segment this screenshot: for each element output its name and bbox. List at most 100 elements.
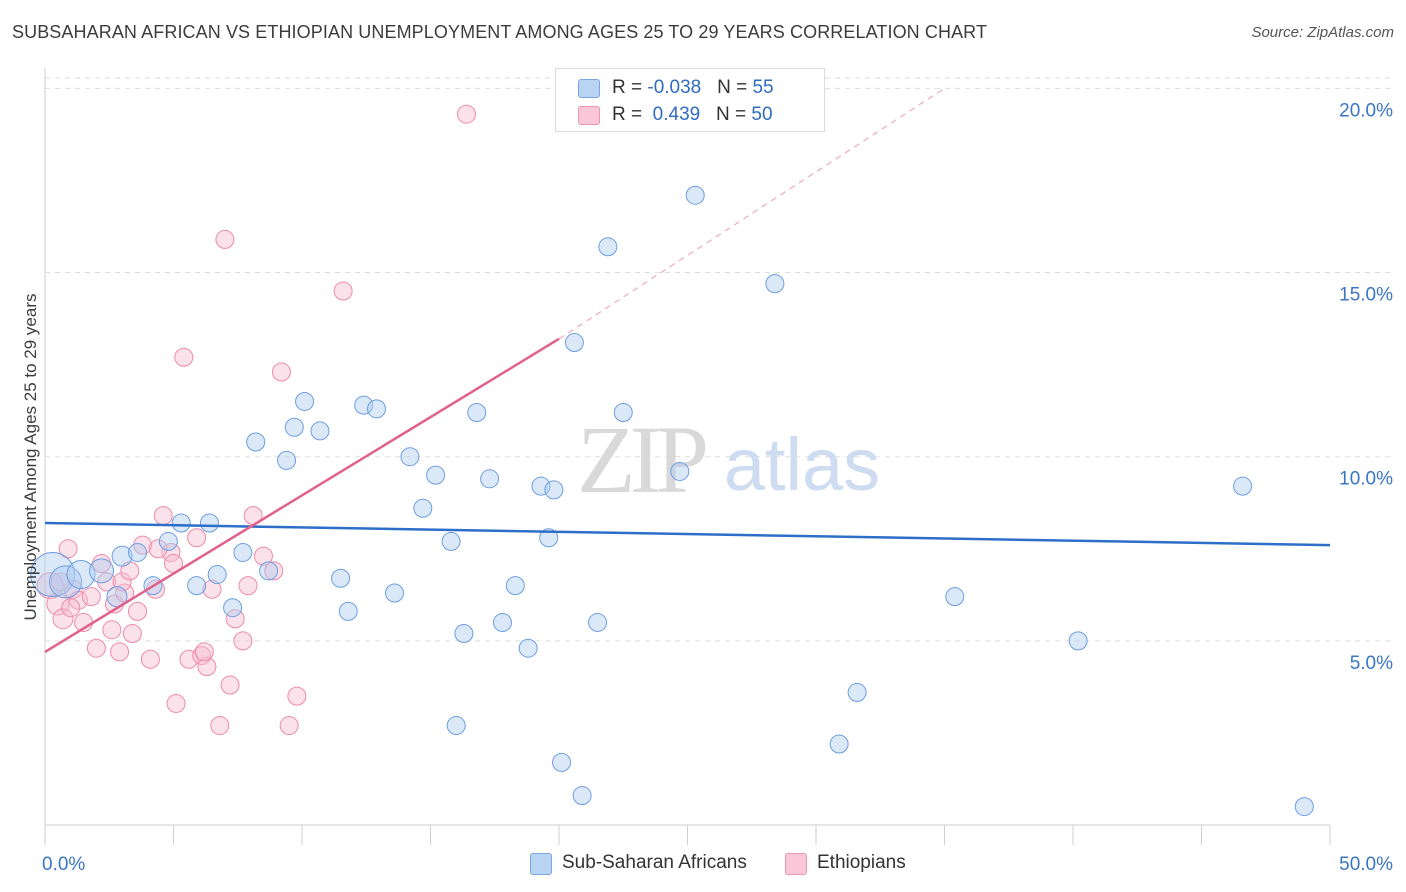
subsaharan-point-38: [544, 480, 564, 500]
watermark: ZIP atlas: [577, 406, 880, 513]
ethiopians-point-49: [102, 620, 122, 640]
ethiopians-point-30: [220, 675, 240, 695]
subsaharan-point-27: [413, 498, 433, 518]
ethiopians-point-2: [52, 608, 74, 630]
source-label: Source: ZipAtlas.com: [1251, 24, 1394, 41]
subsaharan-point-44: [598, 237, 618, 257]
subsaharan-point-1: [49, 565, 83, 599]
ethiopians-point-25: [192, 646, 212, 666]
ethiopians-trend-line: [44, 337, 560, 653]
ethiopians-point-33: [238, 576, 258, 596]
ethiopians-point-12: [110, 642, 130, 662]
subsaharan-point-9: [171, 513, 191, 533]
subsaharan-point-54: [1294, 797, 1314, 817]
chart-title: SUBSAHARAN AFRICAN VS ETHIOPIAN UNEMPLOY…: [12, 22, 988, 42]
ethiopians-point-1: [46, 592, 70, 616]
ethiopians-point-26: [197, 657, 217, 677]
subsaharan-point-33: [480, 469, 500, 489]
ethiopians-point-39: [287, 686, 307, 706]
subsaharan-point-0: [30, 552, 76, 598]
subsaharan-point-17: [277, 450, 297, 470]
subsaharan-point-6: [128, 542, 148, 562]
ethiopians-point-23: [179, 649, 199, 669]
trend-lines: [44, 87, 1331, 653]
legend-n-value-blue: 55: [752, 77, 774, 98]
ethiopians-point-38: [279, 716, 299, 736]
ethiopians-point-27: [202, 579, 222, 599]
subsaharan-point-50: [829, 734, 849, 754]
x-tick-label-0: 0.0%: [42, 854, 85, 875]
subsaharan-point-28: [426, 465, 446, 485]
subsaharan-point-48: [765, 274, 785, 294]
ethiopians-point-20: [161, 542, 181, 562]
legend-n-label-pink: N =: [716, 104, 752, 125]
y-axis-label: Unemployment Among Ages 25 to 29 years: [21, 294, 40, 621]
legend-r-label-pink: R =: [612, 104, 648, 125]
bottom-swatch-pink: [785, 853, 807, 875]
subsaharan-point-52: [1068, 631, 1088, 651]
legend-n-label-blue: N =: [717, 77, 753, 98]
ethiopians-point-43: [61, 598, 81, 618]
subsaharan-point-49: [847, 682, 867, 702]
subsaharan-point-15: [246, 432, 266, 452]
legend-swatch-pink: [578, 106, 600, 125]
bottom-swatch-blue: [530, 853, 552, 875]
ethiopians-point-7: [81, 587, 101, 607]
subsaharan-point-10: [187, 576, 207, 596]
subsaharan-point-46: [670, 461, 690, 481]
subsaharan-point-5: [111, 545, 133, 567]
y-tick-label-1: 10.0%: [1339, 469, 1393, 490]
ethiopians-point-37: [271, 362, 291, 382]
ethiopians-point-22: [174, 347, 194, 367]
ethiopians-point-32: [233, 631, 253, 651]
ethiopians-point-24: [187, 528, 207, 548]
subsaharan-point-51: [945, 587, 965, 607]
ethiopians-point-21: [166, 693, 186, 713]
ethiopians-point-36: [264, 561, 284, 581]
watermark-atlas: atlas: [724, 423, 880, 506]
legend-n-value-pink: 50: [751, 104, 773, 125]
subsaharan-point-22: [338, 601, 358, 621]
subsaharan-point-36: [518, 638, 538, 658]
watermark-zip: ZIP: [577, 406, 706, 513]
subsaharan-point-37: [531, 476, 551, 496]
subsaharan-point-8: [158, 531, 178, 551]
subsaharan-point-42: [572, 786, 592, 806]
ethiopians-point-8: [86, 638, 106, 658]
ethiopians-point-15: [128, 601, 148, 621]
subsaharan-point-24: [367, 399, 387, 419]
subsaharan-point-30: [446, 716, 466, 736]
subsaharan-point-25: [385, 583, 405, 603]
ethiopians-point-3: [58, 539, 78, 559]
subsaharan-point-18: [284, 417, 304, 437]
ethiopians-point-19: [153, 506, 173, 526]
legend-text-blue: R = -0.038 N = 55: [612, 77, 774, 99]
subsaharan-point-40: [552, 752, 572, 772]
subsaharan-point-26: [400, 447, 420, 467]
subsaharan-point-12: [207, 565, 227, 585]
subsaharan-point-20: [310, 421, 330, 441]
y-tick-label-0: 5.0%: [1350, 653, 1393, 674]
subsaharan-point-3: [89, 558, 115, 584]
x-tick-label-1: 50.0%: [1339, 854, 1393, 875]
correlation-legend: R = -0.038 N = 55 R = 0.439 N = 50: [555, 68, 825, 132]
subsaharan-point-32: [467, 403, 487, 423]
legend-text-pink: R = 0.439 N = 50: [612, 104, 773, 126]
ethiopians-point-14: [122, 623, 142, 643]
subsaharan-point-31: [454, 623, 474, 643]
ethiopians-point-48: [148, 539, 168, 559]
ethiopians-point-41: [456, 104, 476, 124]
legend-r-value-blue: -0.038: [647, 77, 702, 98]
subsaharan-point-41: [564, 333, 584, 353]
ethiopians-point-35: [253, 546, 273, 566]
subsaharan-point-43: [588, 612, 608, 632]
y-tick-label-2: 15.0%: [1339, 285, 1393, 306]
subsaharan-point-16: [259, 561, 279, 581]
ethiopians-point-17: [140, 649, 160, 669]
subsaharan-point-2: [66, 560, 96, 590]
ethiopians-point-29: [215, 229, 235, 249]
y-tick-label-3: 20.0%: [1339, 100, 1393, 121]
subsaharan-point-53: [1233, 476, 1253, 496]
ethiopians-point-40: [333, 281, 353, 301]
